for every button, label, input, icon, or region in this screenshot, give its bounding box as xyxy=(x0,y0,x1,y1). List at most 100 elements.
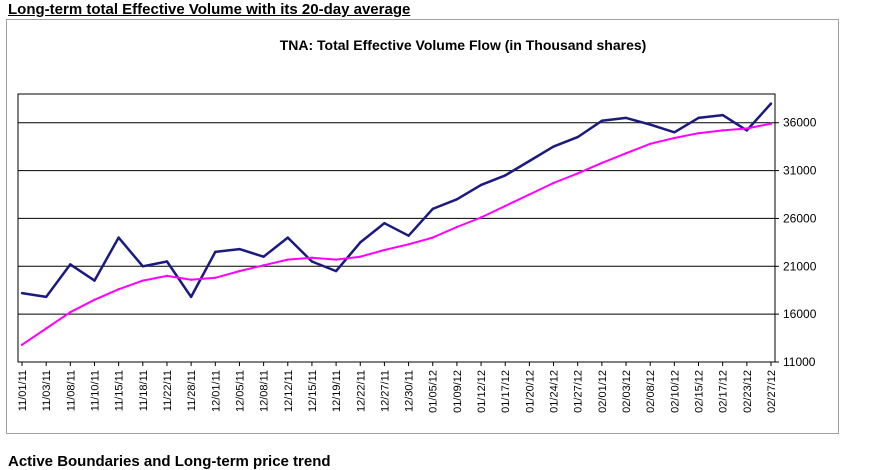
data-point-average xyxy=(648,142,652,145)
x-tick-label: 12/05/11 xyxy=(234,370,246,412)
data-point-average xyxy=(455,225,459,229)
x-tick-label: 02/27/12 xyxy=(766,370,778,413)
data-point-volume xyxy=(286,236,289,239)
x-tick-label: 12/22/11 xyxy=(355,370,367,412)
data-point-volume xyxy=(165,260,169,263)
data-point-average xyxy=(359,255,362,258)
x-tick-label: 11/01/11 xyxy=(17,370,29,411)
x-tick-label: 01/20/12 xyxy=(524,370,536,413)
plot-area-border xyxy=(17,93,776,363)
data-point-volume xyxy=(359,241,362,244)
chart-frame: TNA: Total Effective Volume Flow (in Tho… xyxy=(6,19,839,434)
x-tick-label: 12/08/11 xyxy=(259,370,271,412)
data-point-volume xyxy=(624,116,628,120)
data-point-volume xyxy=(479,183,483,187)
data-point-average xyxy=(600,161,604,165)
x-tick-label: 11/10/11 xyxy=(89,370,101,411)
x-tick-label: 01/09/12 xyxy=(452,370,464,413)
x-tick-label: 01/12/12 xyxy=(476,370,488,413)
data-point-volume xyxy=(117,236,120,239)
data-point-average xyxy=(769,122,773,125)
data-point-average xyxy=(576,172,579,175)
series-line-volume xyxy=(21,102,772,299)
x-tick-label: 11/15/11 xyxy=(114,370,126,411)
data-point-volume xyxy=(310,260,314,263)
data-point-average xyxy=(20,343,24,346)
data-point-average xyxy=(189,278,193,281)
x-tick-label: 12/12/11 xyxy=(283,370,295,412)
data-point-average xyxy=(479,216,483,219)
data-point-average xyxy=(44,327,48,330)
data-point-volume xyxy=(383,222,386,225)
data-point-volume xyxy=(455,198,459,201)
data-point-average xyxy=(383,248,386,252)
section-heading-effective-volume: Long-term total Effective Volume with it… xyxy=(8,1,411,18)
data-point-average xyxy=(721,129,724,132)
x-tick-label: 02/10/12 xyxy=(669,370,681,413)
x-tick-label: 01/24/12 xyxy=(549,370,561,413)
chart-title: TNA: Total Effective Volume Flow (in Tho… xyxy=(280,37,647,53)
data-point-average xyxy=(552,181,555,185)
data-point-average xyxy=(262,264,265,267)
series-line-average xyxy=(21,122,772,346)
data-point-average xyxy=(238,269,241,273)
x-tick-label: 11/28/11 xyxy=(186,370,198,411)
data-point-volume xyxy=(721,113,724,117)
data-point-average xyxy=(673,136,676,140)
data-point-volume xyxy=(93,279,96,282)
data-point-volume xyxy=(745,129,749,132)
data-point-average xyxy=(214,276,217,279)
x-tick-label: 12/30/11 xyxy=(404,370,416,412)
data-point-average xyxy=(431,236,434,239)
data-point-volume xyxy=(238,247,241,251)
data-point-volume xyxy=(189,295,193,299)
data-point-average xyxy=(334,258,338,261)
data-point-average xyxy=(504,204,507,208)
data-point-volume xyxy=(407,234,410,237)
x-tick-label: 02/15/12 xyxy=(694,370,706,413)
series-layer xyxy=(20,102,773,346)
x-tick-label: 02/23/12 xyxy=(742,370,754,413)
x-tick-label: 01/05/12 xyxy=(428,370,440,413)
x-tick-label: 12/27/11 xyxy=(379,370,391,412)
y-tick-label: 36000 xyxy=(783,116,817,130)
data-point-volume xyxy=(262,255,265,258)
data-point-volume xyxy=(673,131,676,134)
x-tick-label: 12/01/11 xyxy=(210,370,222,412)
data-point-volume xyxy=(141,265,145,268)
y-axis: 11000 16000 21000 26000 31000 36000 xyxy=(775,116,817,369)
x-tick-label: 11/08/11 xyxy=(65,370,77,411)
data-point-average xyxy=(69,311,72,314)
data-point-volume xyxy=(214,250,217,254)
x-tick-label: 02/03/12 xyxy=(621,370,633,413)
data-point-volume xyxy=(44,295,48,299)
y-tick-label: 21000 xyxy=(783,259,817,273)
data-point-volume xyxy=(552,145,555,148)
y-tick-label: 31000 xyxy=(783,164,817,178)
data-point-volume xyxy=(600,119,604,123)
x-tick-label: 12/19/11 xyxy=(331,370,343,412)
data-point-volume xyxy=(528,159,531,163)
y-tick-label: 26000 xyxy=(783,211,817,225)
x-tick-label: 02/01/12 xyxy=(597,370,609,413)
data-point-volume xyxy=(769,102,773,105)
data-point-volume xyxy=(20,291,24,295)
x-tick-label: 01/27/12 xyxy=(573,370,585,413)
chart-svg: TNA: Total Effective Volume Flow (in Tho… xyxy=(17,37,817,413)
data-point-average xyxy=(745,127,749,130)
data-point-average xyxy=(407,243,410,246)
data-point-average xyxy=(286,258,289,261)
data-point-volume xyxy=(504,174,507,177)
data-point-average xyxy=(310,256,314,259)
x-tick-label: 11/18/11 xyxy=(138,370,150,411)
y-tick-label: 11000 xyxy=(783,355,816,369)
data-point-volume xyxy=(334,269,338,273)
data-point-volume xyxy=(431,207,434,211)
x-tick-label: 11/03/11 xyxy=(41,370,53,411)
x-tick-label: 01/17/12 xyxy=(500,370,512,413)
x-tick-label: 02/08/12 xyxy=(645,370,657,413)
x-tick-label: 02/17/12 xyxy=(718,370,730,413)
x-tick-label: 11/22/11 xyxy=(162,370,174,411)
data-point-average xyxy=(93,298,96,301)
data-point-volume xyxy=(697,116,700,120)
